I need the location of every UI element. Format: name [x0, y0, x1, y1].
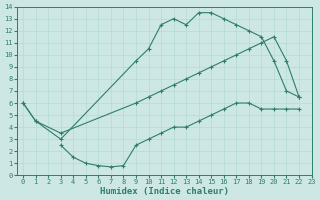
X-axis label: Humidex (Indice chaleur): Humidex (Indice chaleur): [100, 187, 229, 196]
